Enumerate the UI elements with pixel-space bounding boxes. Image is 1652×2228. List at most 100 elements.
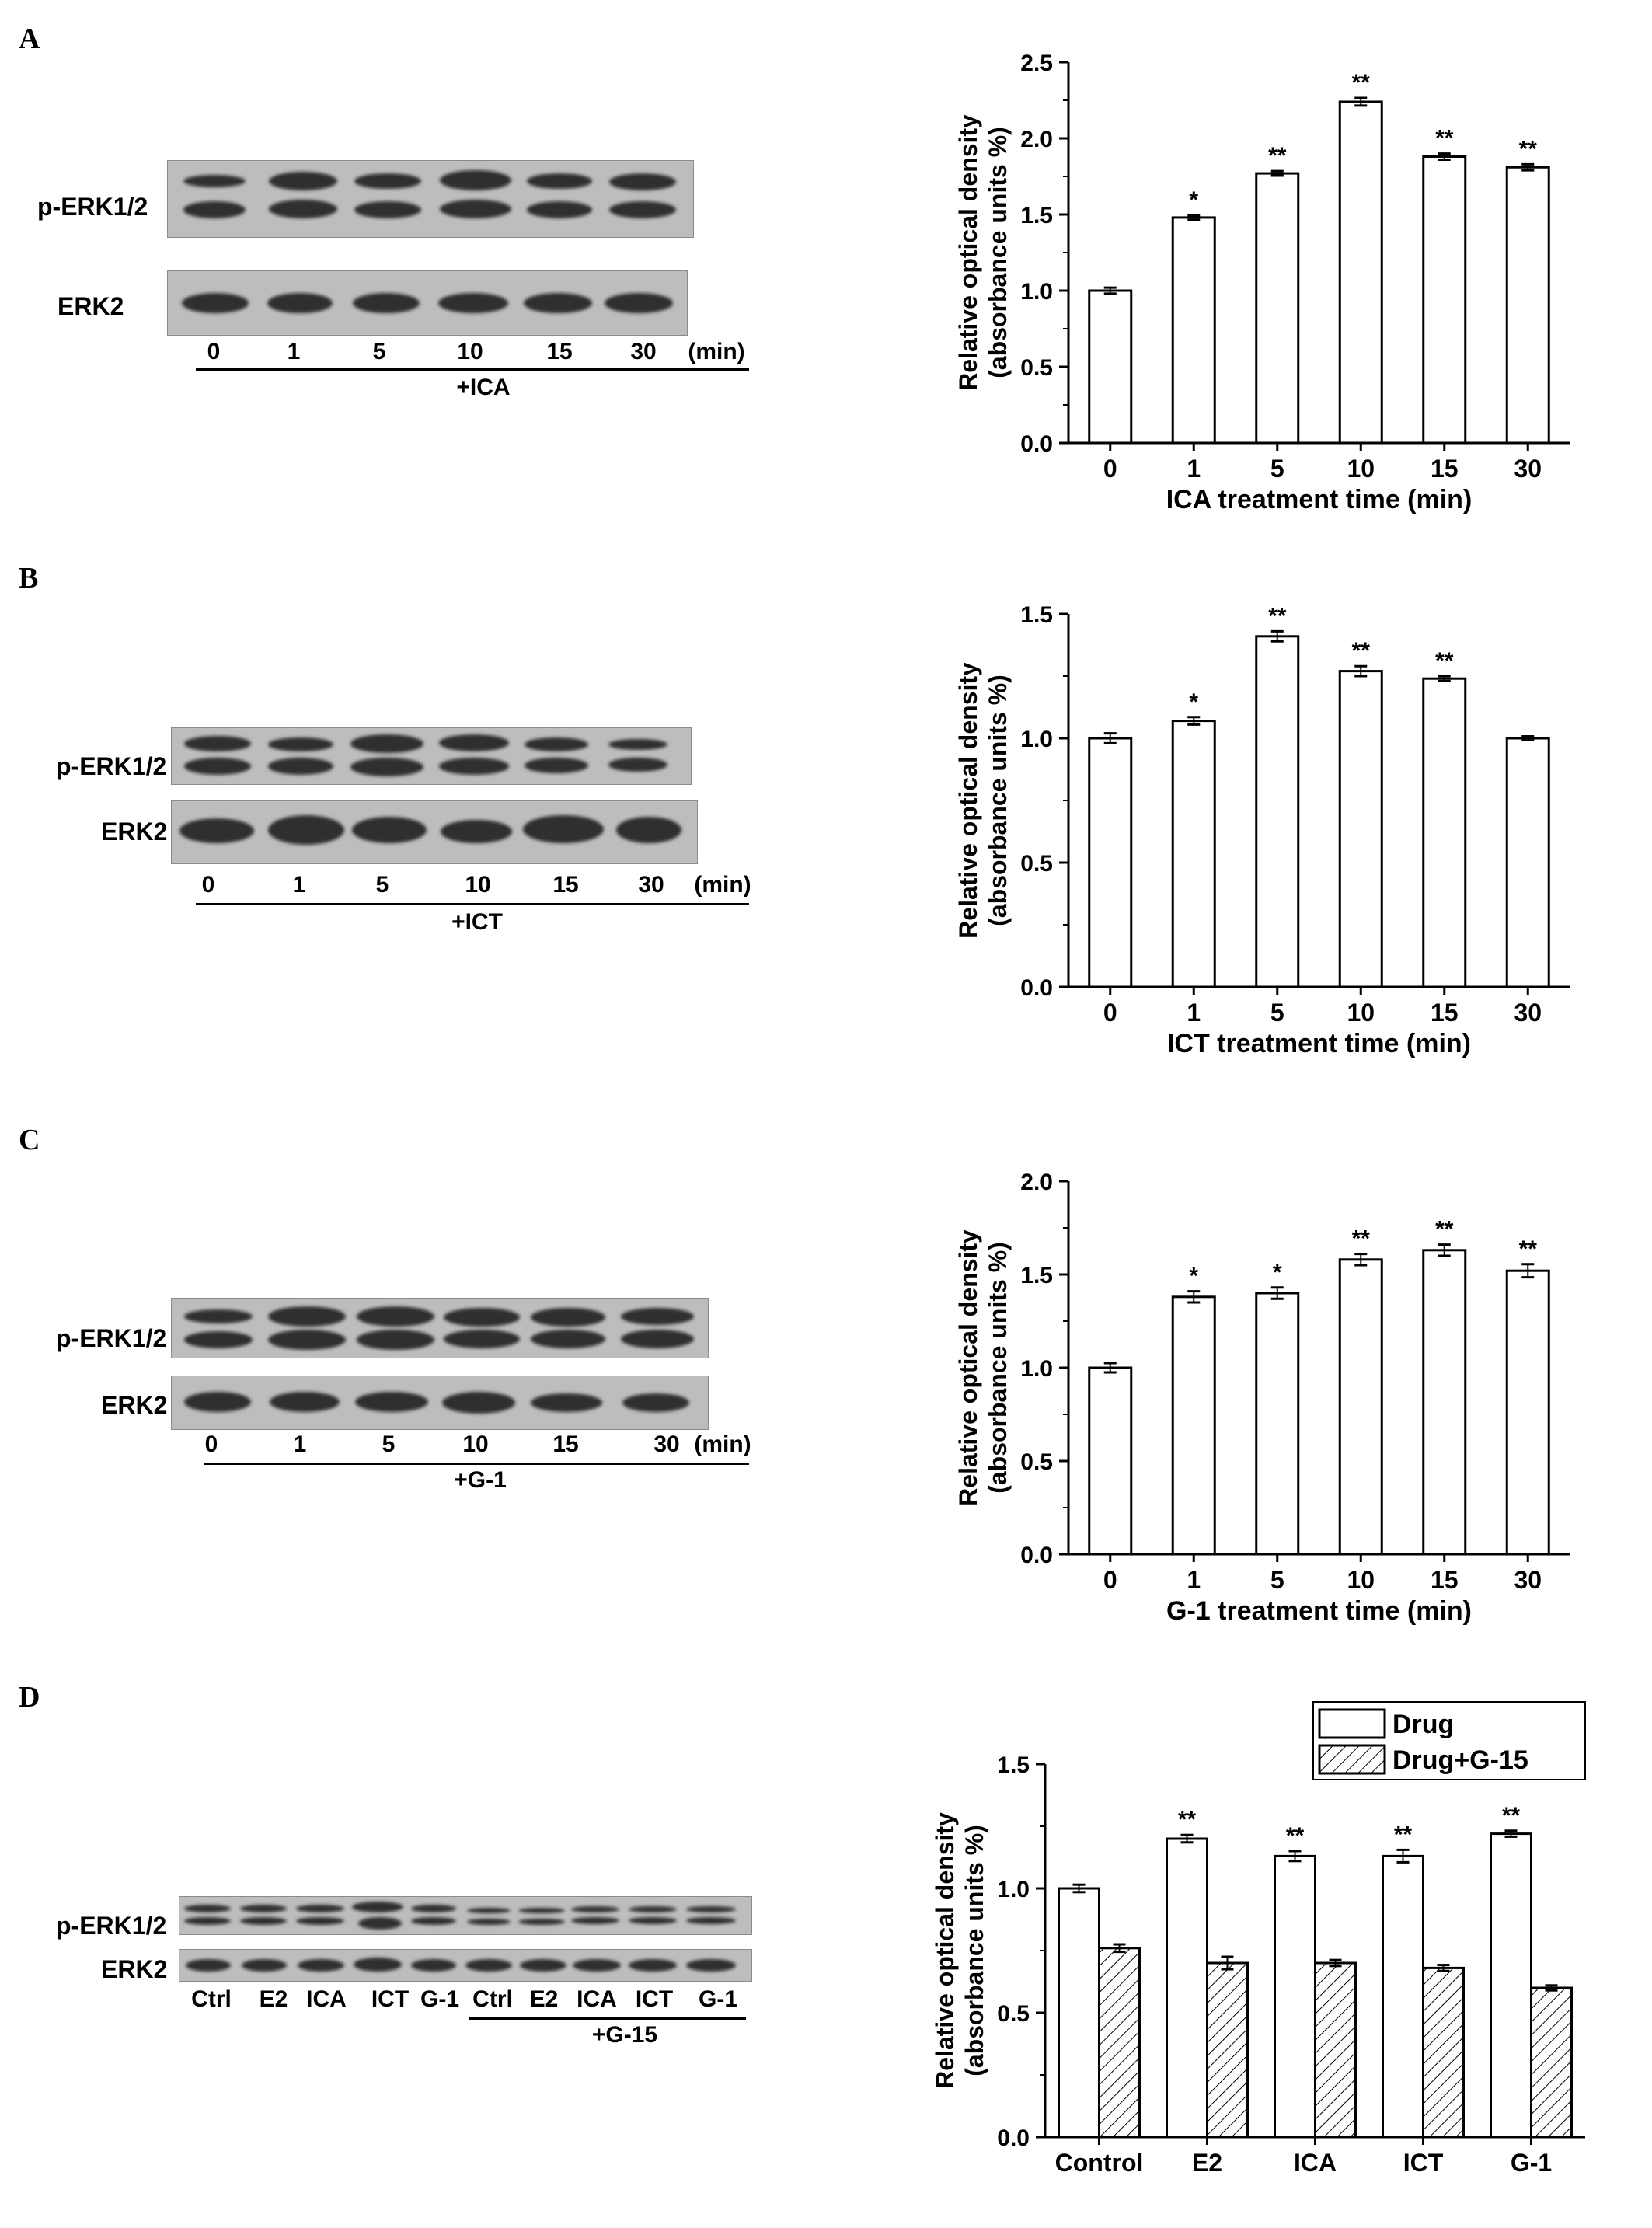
lane-label: E2: [529, 1986, 559, 2012]
significance-marker: **: [1394, 1822, 1413, 1847]
panel-letter-c: C: [19, 1124, 40, 1156]
panel-letter-a: A: [19, 23, 40, 55]
x-tick-label: 5: [1270, 455, 1284, 483]
treatment-label: +G-15: [591, 2022, 658, 2048]
significance-marker: **: [1519, 1236, 1538, 1262]
x-tick-label: Control: [1055, 2149, 1144, 2177]
bar: [1422, 677, 1467, 988]
y-tick-label: 0.0: [1020, 975, 1053, 1001]
panel-letter-d: D: [19, 1681, 40, 1714]
x-tick-label: 15: [1431, 1566, 1459, 1594]
significance-marker: **: [1268, 603, 1287, 629]
bar: [1338, 100, 1383, 445]
lane-label: ICA: [577, 1986, 617, 2012]
bar-chart-g15: 0.0 0.5 1.0 1.5 Relative optical density (abs…: [931, 1701, 1586, 2177]
significance-marker: **: [1352, 70, 1371, 96]
lane-label: E2: [259, 1986, 288, 2012]
p-erk-label: p-ERK1/2: [56, 1912, 167, 1940]
y-tick-label: 0.5: [997, 2001, 1030, 2027]
p-erk-label: p-ERK1/2: [56, 1324, 167, 1352]
bar: [1338, 1258, 1383, 1556]
p-erk-blot-strip: [171, 1298, 709, 1358]
lane-label: G-1: [698, 1986, 738, 2012]
erk2-label: ERK2: [101, 1955, 168, 1983]
y-tick-label: 2.0: [1020, 1170, 1053, 1195]
lane-label: 0: [204, 1431, 218, 1457]
x-tick-label: 1: [1187, 1566, 1201, 1594]
unit-label: (min): [694, 1431, 751, 1457]
x-tick-label: 0: [1103, 999, 1117, 1027]
y-tick-label: 0.5: [1020, 851, 1053, 877]
unit-label: (min): [688, 339, 745, 364]
erk2-label: ERK2: [101, 818, 168, 846]
bar: [1382, 1854, 1424, 2139]
x-tick-label: 10: [1347, 455, 1375, 483]
x-tick-label: 1: [1187, 455, 1201, 483]
lane-label: ICT: [635, 1986, 674, 2012]
p-erk-label: p-ERK1/2: [37, 193, 148, 221]
y-tick-label: 1.0: [1020, 279, 1053, 305]
x-axis-label: ICA treatment time (min): [1166, 485, 1473, 514]
y-axis-label: Relative optical density: [931, 1812, 959, 2089]
y-axis-label: Relative optical density: [954, 662, 982, 939]
y-tick-label: 0.5: [1020, 355, 1053, 381]
y-axis-label-2: (absorbance units %): [984, 127, 1012, 378]
treatment-line: [196, 368, 749, 371]
erk2-blot-strip: [179, 1949, 752, 1982]
treatment-line: [204, 1463, 749, 1465]
x-tick-label: 10: [1347, 999, 1375, 1027]
significance-marker: **: [1435, 1217, 1454, 1243]
p-erk-blot-strip: [171, 727, 692, 785]
p-erk-blot-strip: [179, 1896, 752, 1935]
significance-marker: **: [1178, 1807, 1197, 1832]
bar: [1206, 1961, 1249, 2139]
lane-label: Ctrl: [191, 1986, 232, 2012]
erk2-label: ERK2: [58, 292, 124, 320]
bar: [1171, 1295, 1216, 1556]
bar: [1255, 172, 1300, 445]
significance-marker: **: [1352, 1226, 1371, 1252]
bar: [1490, 1832, 1532, 2139]
lane-label: 5: [382, 1431, 396, 1457]
erk2-label: ERK2: [101, 1391, 168, 1419]
bar: [1422, 155, 1467, 445]
significance-marker: **: [1352, 638, 1371, 664]
bar-chart-g1: 0.0 0.5 1.0 1.5 2.0 Relative optical density(…: [954, 1170, 1570, 1626]
significance-marker: **: [1435, 648, 1454, 674]
lane-label: 1: [292, 872, 306, 898]
lane-label: 1: [293, 1431, 307, 1457]
bar: [1171, 720, 1216, 988]
lane-label: 10: [462, 1431, 489, 1457]
significance-marker: *: [1189, 187, 1198, 213]
legend-label-drug-g15: Drug+G-15: [1392, 1745, 1528, 1775]
significance-marker: *: [1189, 1264, 1198, 1289]
y-tick-label: 0.0: [997, 2125, 1030, 2151]
y-tick-label: 1.5: [997, 1752, 1030, 1778]
legend-swatch-drug: [1318, 1708, 1386, 1739]
treatment-label: +G-1: [454, 1467, 507, 1493]
lane-label: 0: [201, 872, 215, 898]
lane-label: 10: [457, 339, 483, 364]
bar: [1505, 737, 1550, 988]
significance-marker: **: [1268, 143, 1287, 169]
significance-marker: **: [1519, 136, 1538, 162]
lane-label: 0: [207, 339, 221, 364]
lane-label: G-1: [420, 1986, 460, 2012]
bar: [1088, 289, 1133, 445]
treatment-line: [469, 2017, 746, 2020]
bar: [1274, 1854, 1316, 2139]
lane-label: Ctrl: [472, 1986, 513, 2012]
bar: [1166, 1837, 1208, 2139]
y-tick-label: 1.5: [1020, 1263, 1053, 1288]
significance-marker: **: [1435, 126, 1454, 152]
p-erk-label: p-ERK1/2: [56, 752, 167, 780]
lane-label: 10: [465, 872, 491, 898]
legend: Drug Drug+G-15: [1312, 1701, 1586, 1780]
significance-marker: **: [1286, 1823, 1305, 1849]
x-tick-label: 0: [1103, 1566, 1117, 1594]
bar: [1530, 1986, 1573, 2139]
y-tick-label: 0.5: [1020, 1449, 1053, 1475]
y-axis-label: Relative optical density: [954, 1229, 982, 1506]
y-tick-label: 1.5: [1020, 203, 1053, 228]
y-tick-label: 1.5: [1020, 602, 1053, 628]
